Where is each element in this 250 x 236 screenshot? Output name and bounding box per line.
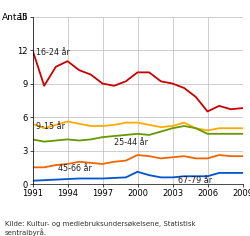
Y-axis label: Antall: Antall: [2, 13, 28, 22]
Text: 25-44 år: 25-44 år: [114, 138, 148, 147]
Text: 9-15 år: 9-15 år: [36, 122, 65, 131]
Text: 67-79 år: 67-79 år: [178, 176, 212, 185]
Text: Kilde: Kultur- og mediebruksundersøkelsene, Statistisk
sentralbyrå.: Kilde: Kultur- og mediebruksundersøkelse…: [5, 221, 196, 236]
Text: 16-24 år: 16-24 år: [36, 48, 70, 57]
Text: 45-66 år: 45-66 år: [58, 164, 92, 173]
